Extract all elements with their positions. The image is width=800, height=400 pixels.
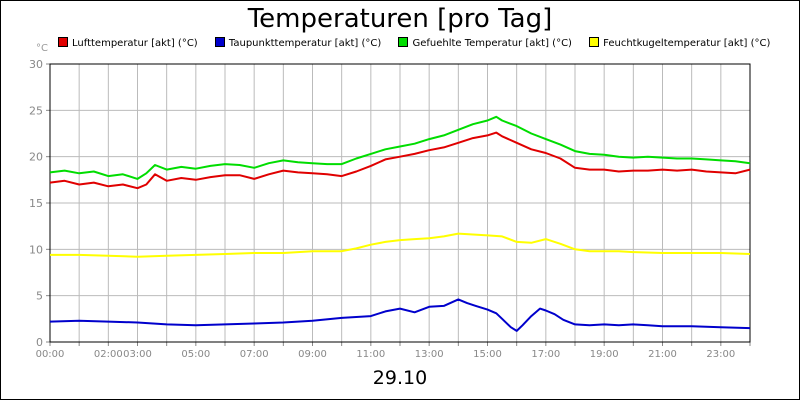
x-tick-label: 02:00 [94,349,123,360]
legend-label: Feuchtkugeltemperatur [akt] (°C) [603,38,771,49]
y-tick-label: 0 [36,336,43,349]
legend-label: Taupunkttemperatur [akt] (°C) [228,38,382,49]
legend-item-feuchtkugeltemperatur: Feuchtkugeltemperatur [akt] (°C) [589,37,770,51]
date-label: 29.10 [372,367,428,389]
legend-item-taupunkttemperatur: Taupunkttemperatur [akt] (°C) [214,37,382,51]
series-line [49,115,751,180]
legend-swatch [589,37,600,47]
series-line [49,298,751,332]
x-tick-label: 11:00 [356,349,385,360]
x-tick-label: 17:00 [531,349,560,360]
x-tick-label: 00:00 [36,349,65,360]
x-tick-label: 03:00 [123,349,152,360]
legend-label: Gefuehlte Temperatur [akt] (°C) [412,38,572,49]
plot-area-border [49,63,751,343]
y-tick-label: 15 [29,197,43,210]
x-tick-label: 09:00 [298,349,327,360]
chart-title: Temperaturen [pro Tag] [247,4,553,34]
y-axis-unit: °C [36,43,48,54]
y-tick-label: 5 [36,290,43,303]
x-tick-label: 13:00 [415,349,444,360]
x-tick-label: 15:00 [473,349,502,360]
legend-swatch [58,37,68,47]
series-line [50,232,751,258]
legend-swatch [214,37,225,47]
legend-item-lufttemperatur: Lufttemperatur [akt] (°C) [58,37,198,51]
x-tick-label: 05:00 [181,349,210,360]
y-tick-label: 20 [29,151,43,164]
y-tick-label: 25 [29,104,43,117]
y-tick-label: 30 [29,58,43,71]
legend-item-gefuehlte-temperatur: Gefuehlte Temperatur [akt] (°C) [398,37,572,51]
x-tick-label: 21:00 [648,349,677,360]
x-tick-label: 07:00 [240,349,269,360]
series-line [49,131,751,190]
legend-swatch [398,37,409,47]
x-tick-label: 19:00 [590,349,619,360]
legend: Lufttemperatur [akt] (°C) Taupunkttemper… [58,37,784,51]
y-tick-label: 10 [29,243,43,256]
x-tick-label: 23:00 [706,349,735,360]
legend-label: Lufttemperatur [akt] (°C) [72,38,198,49]
